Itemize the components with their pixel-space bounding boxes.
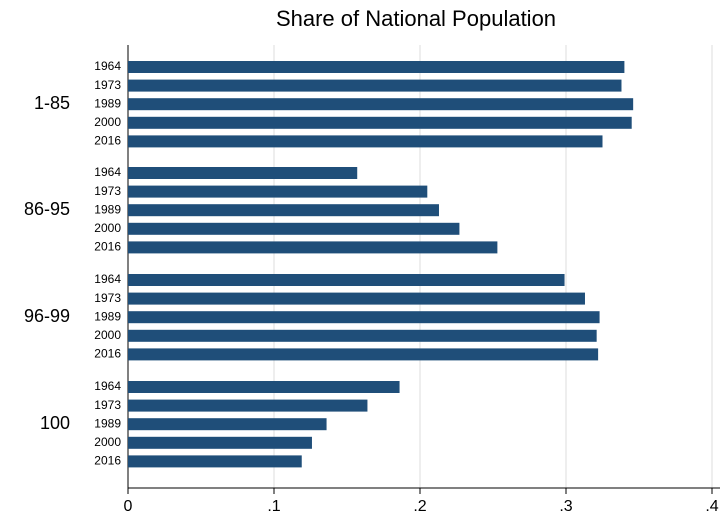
- bar: [128, 241, 498, 254]
- y-tick-label: 2000: [94, 328, 121, 342]
- bar: [128, 61, 625, 73]
- y-tick-label: 2016: [94, 240, 121, 254]
- x-tick-label: .1: [267, 498, 280, 515]
- y-tick-label: 1989: [94, 416, 121, 430]
- bar: [128, 311, 600, 324]
- y-tick-label: 1989: [94, 309, 121, 323]
- group-label: 96-99: [24, 306, 70, 326]
- y-tick-label: 2000: [94, 221, 121, 235]
- chart-title: Share of National Population: [276, 6, 556, 31]
- y-tick-label: 1964: [94, 59, 121, 73]
- bar: [128, 399, 368, 412]
- bar: [128, 329, 597, 342]
- y-tick-label: 1973: [94, 184, 121, 198]
- y-tick-label: 2016: [94, 134, 121, 148]
- group-label: 100: [40, 413, 70, 433]
- bar: [128, 79, 622, 92]
- y-tick-label: 1964: [94, 165, 121, 179]
- bar: [128, 418, 327, 431]
- bar: [128, 135, 603, 148]
- y-tick-label: 2016: [94, 347, 121, 361]
- y-tick-label: 1973: [94, 291, 121, 305]
- group-label: 1-85: [34, 93, 70, 113]
- bar: [128, 116, 632, 129]
- y-tick-label: 1973: [94, 398, 121, 412]
- bar: [128, 204, 439, 217]
- bar: [128, 348, 599, 361]
- y-tick-label: 1973: [94, 78, 121, 92]
- bar: [128, 381, 400, 393]
- group-label: 86-95: [24, 199, 70, 219]
- x-tick-label: .3: [559, 498, 572, 515]
- x-tick-label: .2: [413, 498, 426, 515]
- bar: [128, 436, 312, 449]
- bar: [128, 274, 565, 286]
- y-tick-label: 1964: [94, 272, 121, 286]
- x-tick-label: .4: [705, 498, 718, 515]
- bar: [128, 222, 460, 235]
- y-tick-label: 1989: [94, 96, 121, 110]
- bar: [128, 292, 585, 305]
- y-tick-label: 2016: [94, 454, 121, 468]
- y-tick-label: 1989: [94, 202, 121, 216]
- y-tick-label: 2000: [94, 115, 121, 129]
- bar: [128, 167, 358, 179]
- bar: [128, 98, 634, 111]
- y-tick-label: 2000: [94, 435, 121, 449]
- y-tick-label: 1964: [94, 379, 121, 393]
- x-tick-label: 0: [124, 498, 133, 515]
- bar: [128, 455, 302, 468]
- bar: [128, 185, 428, 198]
